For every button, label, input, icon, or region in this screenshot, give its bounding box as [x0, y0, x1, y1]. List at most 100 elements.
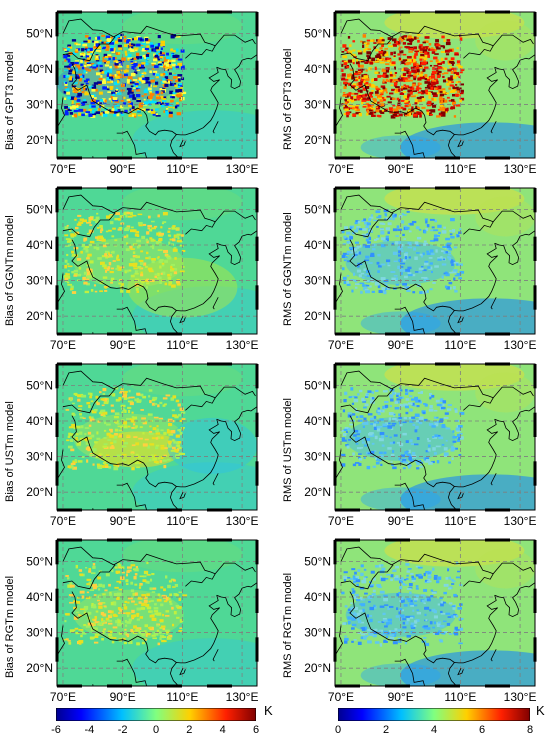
coastline [62, 18, 256, 47]
coastline [519, 54, 535, 61]
coastline [62, 212, 116, 238]
map-plot: 70°E 90°E 110°E 130°E 50°N 40°N 30°N 20°N [26, 186, 259, 352]
coastline [169, 243, 220, 334]
coastline [216, 235, 243, 266]
colorbar-tick-label: -4 [84, 724, 95, 736]
coastline [62, 36, 116, 62]
x-tick-label: 110°E [166, 338, 198, 352]
y-tick-label: 30°N [26, 450, 53, 464]
coastline [370, 684, 372, 686]
y-tick-label: 30°N [26, 274, 53, 288]
y-tick-label: 20°N [26, 309, 53, 323]
colorbar-tick-label: 2 [186, 724, 193, 736]
x-tick-label: 70°E [328, 162, 354, 176]
coastline [185, 573, 216, 587]
x-tick-label: 90°E [110, 162, 136, 176]
coastline [185, 397, 216, 411]
coastline [340, 370, 534, 399]
panel-ylabel: RMS of RGTm model [282, 572, 294, 678]
coastline [335, 273, 343, 304]
colorbar-tick-label: -6 [51, 724, 61, 736]
map-panel: 70°E 90°E 110°E 130°E 50°N 40°N 30°N 20°N RMS of… [278, 538, 550, 714]
coastline [463, 573, 494, 587]
x-tick-label: 90°E [388, 162, 414, 176]
y-tick-label: 40°N [304, 62, 331, 76]
colorbar-tick-label: 6 [252, 724, 260, 736]
coastline [241, 406, 257, 413]
coastline [394, 130, 425, 158]
coastline [494, 411, 521, 442]
coastline [490, 649, 497, 662]
coastline [447, 595, 498, 686]
coastline [394, 306, 425, 334]
x-tick-label: 110°E [166, 514, 198, 528]
coastline [340, 194, 534, 223]
x-tick-label: 90°E [388, 338, 414, 352]
coastline [335, 97, 343, 128]
coastline [212, 649, 219, 662]
panel-ylabel: RMS of GPT3 model [282, 48, 294, 150]
coastline [212, 297, 219, 310]
colorbar-tick-label: 8 [526, 724, 534, 736]
coastline [394, 658, 425, 686]
x-tick-label: 70°E [328, 690, 354, 704]
coastline [57, 449, 65, 480]
heatmap-field [335, 364, 535, 510]
x-tick-label: 130°E [226, 690, 259, 704]
y-tick-label: 20°N [26, 661, 53, 675]
heatmap-field [335, 540, 535, 686]
y-tick-label: 50°N [304, 554, 331, 568]
y-tick-label: 20°N [304, 309, 331, 323]
coastline [116, 482, 147, 510]
map-plot: 70°E 90°E 110°E 130°E 50°N 40°N 30°N 20°N [304, 362, 537, 528]
coastline [212, 121, 219, 134]
coastline [370, 156, 372, 158]
coastline [335, 625, 343, 656]
coastline [463, 221, 494, 235]
coastline [457, 140, 464, 148]
y-tick-label: 50°N [26, 26, 53, 40]
x-tick-label: 70°E [50, 690, 76, 704]
panel-ylabel: Bias of GGNTm model [4, 215, 16, 326]
x-tick-label: 70°E [50, 514, 76, 528]
coastline [349, 239, 455, 312]
coastline [241, 230, 257, 237]
coastline [335, 449, 343, 480]
coastline [62, 546, 256, 575]
coastline [349, 63, 455, 136]
coastline [71, 239, 177, 312]
y-tick-label: 50°N [304, 378, 331, 392]
map-plot: 70°E 90°E 110°E 130°E 50°N 40°N 30°N 20°N [304, 186, 537, 352]
colorbar-tick-label: 6 [478, 724, 486, 736]
coastline [349, 591, 455, 664]
y-tick-label: 40°N [26, 62, 53, 76]
coastline [169, 595, 220, 686]
y-tick-label: 20°N [304, 661, 331, 675]
x-tick-label: 110°E [444, 338, 476, 352]
colorbar-tick-label: 0 [334, 724, 342, 736]
coastline [519, 406, 535, 413]
bias-colorbar-unit: K [264, 703, 273, 718]
x-tick-label: 130°E [504, 162, 537, 176]
x-tick-label: 70°E [50, 338, 76, 352]
y-tick-label: 20°N [26, 133, 53, 147]
map-plot: 70°E 90°E 110°E 130°E 50°N 40°N 30°N 20°N [26, 10, 259, 176]
coastline [57, 273, 65, 304]
coastline [179, 140, 186, 148]
coastline [447, 67, 498, 158]
coastline [457, 668, 464, 676]
coastline [92, 332, 94, 334]
x-tick-label: 70°E [50, 162, 76, 176]
coastline [216, 411, 243, 442]
map-panel: 70°E 90°E 110°E 130°E 50°N 40°N 30°N 20°N Bias o… [0, 538, 272, 714]
x-tick-label: 90°E [388, 690, 414, 704]
coastline [349, 415, 455, 488]
heatmap-field [335, 12, 535, 158]
coastline [169, 419, 220, 510]
x-tick-label: 110°E [444, 514, 476, 528]
coastline [494, 587, 521, 618]
map-plot: 70°E 90°E 110°E 130°E 50°N 40°N 30°N 20°N [304, 10, 537, 176]
bias-colorbar-gradient [55, 707, 257, 722]
colorbar-tick-label: 4 [219, 724, 226, 736]
panel-ylabel: Bias of RGTm model [4, 575, 16, 678]
